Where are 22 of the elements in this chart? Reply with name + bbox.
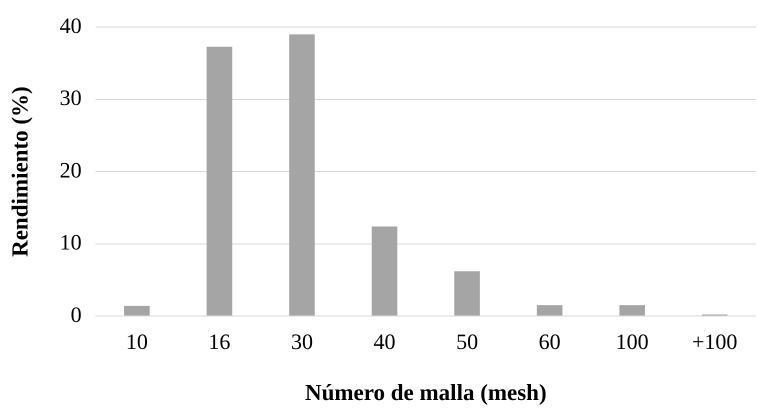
x-tick-label: 16 [208, 328, 230, 354]
bar [124, 306, 150, 316]
x-tick-label: 30 [290, 328, 313, 354]
x-tick-label: 60 [538, 328, 561, 354]
x-tick-label: 10 [126, 328, 148, 354]
x-tick-label: 100 [616, 328, 649, 354]
y-tick-label: 10 [60, 230, 82, 255]
bar [372, 226, 398, 316]
y-tick-label: 0 [70, 302, 82, 327]
bar [619, 305, 645, 316]
bar [536, 305, 562, 316]
y-axis-title: Rendimiento (%) [8, 86, 33, 257]
x-tick-label: 40 [374, 328, 396, 354]
y-tick-label: 20 [60, 157, 82, 182]
x-axis-title: Número de malla (mesh) [304, 380, 547, 406]
x-tick-label: +100 [692, 328, 738, 354]
bar [454, 271, 480, 316]
y-tick-label: 40 [60, 12, 82, 38]
bar [289, 34, 315, 316]
x-tick-label: 50 [456, 328, 478, 354]
bar [206, 46, 232, 316]
y-tick-label: 30 [60, 85, 82, 110]
